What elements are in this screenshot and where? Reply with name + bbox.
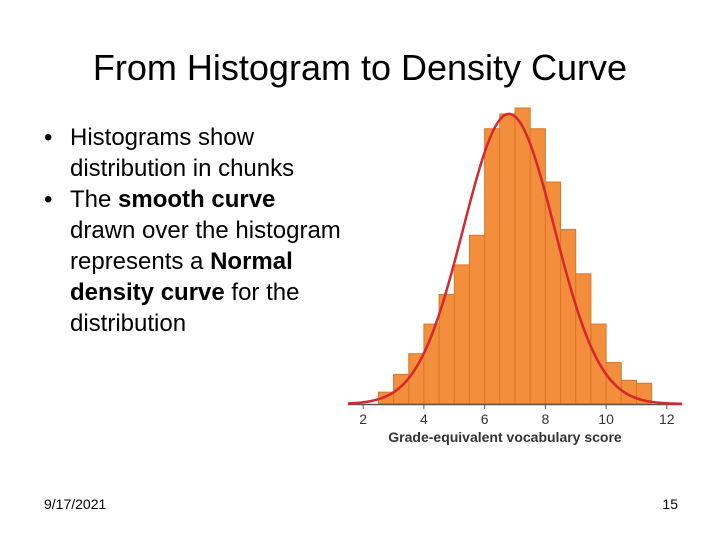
x-tick-label: 12: [659, 411, 675, 427]
bullet-marker: •: [44, 186, 53, 213]
normal-density-curve: [347, 112, 683, 406]
histogram-bar: [544, 181, 562, 405]
x-axis-label: Grade-equivalent vocabulary score: [388, 429, 622, 445]
footer-date: 9/17/2021: [44, 496, 107, 512]
histogram-chart: 2 4 6 8 10 12 Grade-equivalent vocabulary scor…: [347, 107, 683, 445]
bullet-marker: •: [44, 124, 53, 151]
x-tick-label: 10: [598, 411, 614, 427]
bullet-item: • The smooth curve drawn over the histog…: [44, 184, 344, 339]
x-tick-label: 4: [420, 411, 428, 427]
bullet-list: • Histograms show distribution in chunks…: [44, 122, 344, 339]
bullet-emphasis: Normal density curve: [70, 248, 293, 306]
histogram-bar: [499, 113, 516, 405]
x-tick-label: 8: [541, 411, 549, 427]
x-tick-label: 2: [359, 411, 367, 427]
bullet-run: The: [70, 186, 119, 213]
bullet-run: for the distribution: [70, 279, 300, 337]
bullet-run: Histograms show distribution in chunks: [70, 124, 295, 182]
bullet-emphasis: smooth curve: [118, 186, 276, 213]
bullet-text: The smooth curve drawn over the histogra…: [70, 186, 341, 337]
histogram-bar: [453, 264, 470, 405]
histogram-bar: [514, 107, 531, 405]
bullet-item: • Histograms show distribution in chunks: [44, 122, 344, 184]
bullet-run: drawn over the histogram represents a: [70, 217, 341, 275]
bullet-text: Histograms show distribution in chunks: [70, 124, 294, 182]
x-tick-label: 6: [481, 411, 489, 427]
slide-title: From Histogram to Density Curve: [92, 47, 628, 88]
slide-number: 15: [662, 496, 678, 512]
histogram-figure: 2 4 6 8 10 12 Grade-equivalent vocabulary scor…: [340, 100, 690, 450]
histogram-bar: [468, 234, 486, 405]
histogram-bar: [484, 128, 501, 405]
histogram-bar: [408, 353, 425, 405]
